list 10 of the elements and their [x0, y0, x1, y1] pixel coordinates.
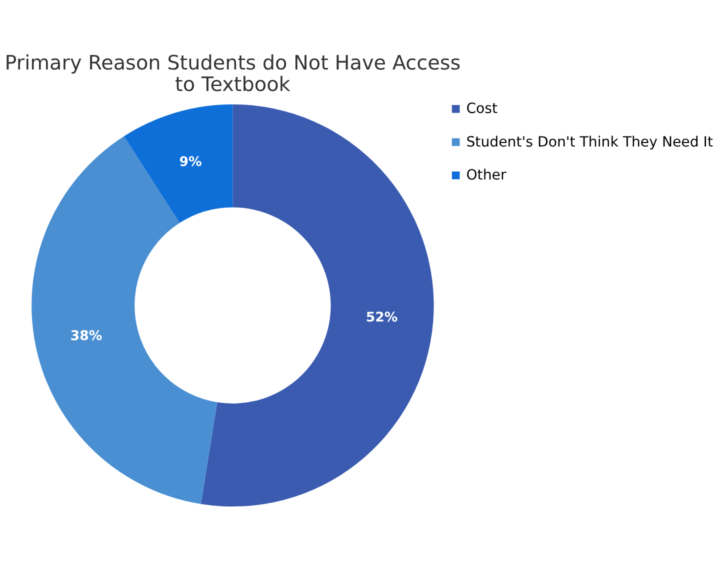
donut-slice	[32, 136, 218, 504]
legend-label: Student's Don't Think They Need It	[466, 134, 714, 150]
donut-slice	[124, 104, 233, 223]
data-label: 52%	[366, 310, 398, 326]
legend-label: Cost	[466, 101, 498, 118]
legend-label: Other	[466, 168, 506, 184]
donut-slice	[200, 104, 434, 506]
data-label: 9%	[179, 155, 202, 170]
data-label: 38%	[70, 329, 102, 344]
chart-title: Primary Reason Students do Not Have Access to Textbook	[4, 50, 461, 96]
